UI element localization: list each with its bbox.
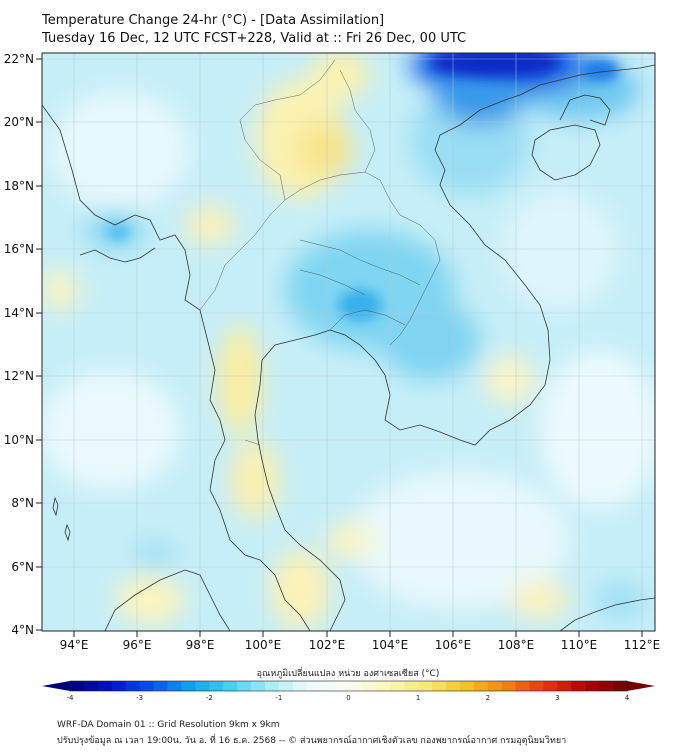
colorbar-band xyxy=(139,681,155,691)
lat-label: 18°N xyxy=(4,179,34,193)
colorbar-band xyxy=(306,681,322,691)
footer-credit: ปรับปรุงข้อมูล ณ เวลา 19:00น. วัน อ. ที่… xyxy=(57,736,567,746)
colorbar-band xyxy=(599,681,614,691)
colorbar-band xyxy=(111,681,127,691)
map-subtitle: Tuesday 16 Dec, 12 UTC FCST+228, Valid a… xyxy=(42,31,467,46)
lat-label: 14°N xyxy=(4,306,34,320)
lon-label: 110°E xyxy=(561,638,598,652)
colorbar-band xyxy=(70,681,85,691)
colorbar-band xyxy=(153,681,168,691)
colorbar-band xyxy=(292,681,308,691)
map-frame xyxy=(41,52,656,632)
colorbar-band xyxy=(167,681,182,691)
colorbar-frame xyxy=(69,680,628,692)
colorbar-tick-label: 2 xyxy=(486,694,490,702)
colorbar-band xyxy=(348,681,363,691)
country-borders xyxy=(199,59,441,446)
colorbar-band xyxy=(181,681,196,691)
lon-label: 98°E xyxy=(186,638,215,652)
longitude-labels: 94°E 96°E 98°E 100°E 102°E 104°E 106°E 1… xyxy=(60,638,661,652)
lat-label: 6°N xyxy=(11,560,34,574)
colorbar-band xyxy=(320,681,336,691)
lat-label: 16°N xyxy=(4,242,34,256)
graticule xyxy=(42,53,655,631)
colorbar-band xyxy=(237,681,252,691)
lon-label: 112°E xyxy=(624,638,661,652)
colorbar: อุณหภูมิเปลี่ยนแปลง หน่วย องศาเซลเซียส (… xyxy=(42,666,655,702)
colorbar-band xyxy=(362,681,377,691)
colorbar-band xyxy=(278,681,294,691)
lat-label: 12°N xyxy=(4,369,34,383)
latitude-labels: 22°N 20°N 18°N 16°N 14°N 12°N 10°N 8°N 6… xyxy=(4,52,34,637)
lon-label: 106°E xyxy=(435,638,472,652)
lon-label: 102°E xyxy=(309,638,346,652)
colorbar-band xyxy=(418,681,433,691)
colorbar-tick-label: -2 xyxy=(206,694,213,702)
colorbar-band xyxy=(432,681,447,691)
lon-label: 104°E xyxy=(372,638,409,652)
colorbar-tick-label: 1 xyxy=(416,694,420,702)
axis-ticks xyxy=(36,58,643,637)
colorbar-band xyxy=(557,681,572,691)
colorbar-band xyxy=(487,681,503,691)
colorbar-band xyxy=(390,681,405,691)
colorbar-tick-label: -3 xyxy=(136,694,143,702)
lat-label: 4°N xyxy=(11,623,34,637)
colorbar-band xyxy=(125,681,141,691)
colorbar-title: อุณหภูมิเปลี่ยนแปลง หน่วย องศาเซลเซียส (… xyxy=(257,666,440,679)
colorbar-band xyxy=(83,681,99,691)
colorbar-min-arrow xyxy=(42,681,70,691)
lat-label: 8°N xyxy=(11,496,34,510)
temperature-change-field xyxy=(42,53,655,631)
colorbar-band xyxy=(473,681,489,691)
colorbar-band xyxy=(529,681,544,691)
colorbar-tick-label: 4 xyxy=(625,694,630,702)
lon-label: 100°E xyxy=(245,638,282,652)
colorbar-band xyxy=(195,681,210,691)
colorbar-band xyxy=(97,681,113,691)
colorbar-band xyxy=(209,681,224,691)
colorbar-band xyxy=(543,681,558,691)
colorbar-band xyxy=(515,681,531,691)
lon-label: 96°E xyxy=(123,638,152,652)
colorbar-band xyxy=(501,681,517,691)
colorbar-bands xyxy=(70,681,628,691)
lon-label: 108°E xyxy=(498,638,535,652)
map-title: Temperature Change 24-hr (°C) - [Data As… xyxy=(42,13,385,28)
colorbar-band xyxy=(264,681,280,691)
colorbar-band xyxy=(571,681,586,691)
colorbar-band xyxy=(251,681,266,691)
colorbar-band xyxy=(334,681,349,691)
coastlines xyxy=(42,64,655,631)
colorbar-band xyxy=(613,681,628,691)
lat-label: 22°N xyxy=(4,52,34,66)
colorbar-tick-label: -1 xyxy=(275,694,282,702)
colorbar-band xyxy=(223,681,238,691)
colorbar-max-arrow xyxy=(627,681,655,691)
lat-label: 10°N xyxy=(4,433,34,447)
colorbar-band xyxy=(376,681,391,691)
colorbar-band xyxy=(585,681,600,691)
colorbar-tick-label: 3 xyxy=(555,694,559,702)
lon-label: 94°E xyxy=(60,638,89,652)
colorbar-tick-label: -4 xyxy=(67,694,75,702)
colorbar-tick-label: 0 xyxy=(346,694,350,702)
lat-label: 20°N xyxy=(4,115,34,129)
colorbar-band xyxy=(459,681,475,691)
colorbar-band xyxy=(404,681,419,691)
footer-model-info: WRF-DA Domain 01 :: Grid Resolution 9km … xyxy=(57,720,280,730)
colorbar-band xyxy=(445,681,461,691)
